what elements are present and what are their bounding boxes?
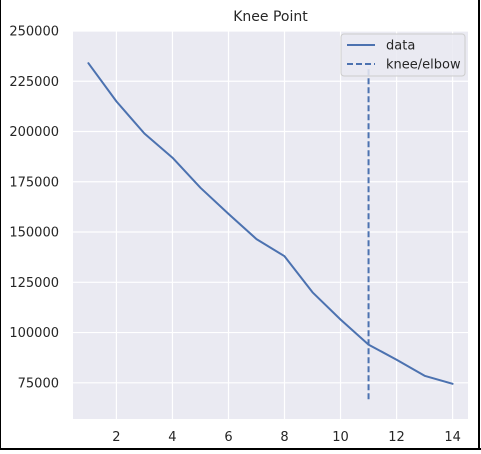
series-lines (87, 62, 454, 401)
plot-background (73, 31, 468, 419)
x-tick-label: 4 (168, 430, 176, 445)
x-tick-label: 6 (224, 430, 232, 445)
chart-title: Knee Point (233, 9, 308, 25)
frame-bottom-edge (0, 448, 481, 450)
x-tick-label: 12 (388, 430, 405, 445)
legend-label-knee: knee/elbow (386, 58, 461, 73)
legend-label-data: data (386, 39, 415, 54)
series-line-data (87, 62, 454, 385)
grid (73, 30, 468, 419)
x-tick-label: 2 (112, 430, 120, 445)
y-tick-label: 150000 (9, 226, 59, 241)
x-tick-label: 10 (332, 430, 349, 445)
y-tick-label: 225000 (9, 75, 59, 90)
y-tick-label: 75000 (18, 376, 59, 391)
x-tick-label: 14 (444, 430, 461, 445)
tick-labels: 2 4 6 8 10 12 14 75000 100000 125000 150000 175000 2… (9, 25, 461, 446)
y-tick-label: 100000 (9, 326, 59, 341)
x-tick-label: 8 (280, 430, 288, 445)
y-tick-label: 175000 (9, 175, 59, 190)
y-tick-label: 200000 (9, 125, 59, 140)
y-tick-label: 125000 (9, 276, 59, 291)
legend: data knee/elbow (340, 33, 466, 77)
y-tick-label: 250000 (9, 25, 59, 40)
frame-right-edge (478, 0, 480, 450)
frame-left-edge (0, 0, 1, 450)
